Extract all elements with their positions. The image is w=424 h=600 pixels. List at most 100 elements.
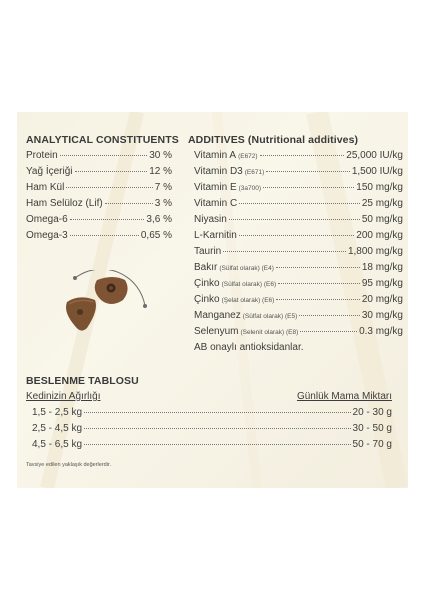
analytical-row: Omega-6 3,6 % xyxy=(26,214,172,228)
constituent-value: 0,65 % xyxy=(140,230,172,241)
feeding-row: 2,5 - 4,5 kg 30 - 50 g xyxy=(32,423,392,437)
additive-value: 1,800 mg/kg xyxy=(347,246,403,257)
additive-value: 25,000 IU/kg xyxy=(346,150,403,161)
additive-row: Vitamin C 25 mg/kg xyxy=(194,198,403,212)
constituent-name: Ham Kül xyxy=(26,182,65,193)
additive-name: Vitamin C xyxy=(194,198,238,209)
analytical-row: Ham Selüloz (Lif) 3 % xyxy=(26,198,172,212)
daily-amount: 20 - 30 g xyxy=(352,407,392,418)
kibble-illustration-icon xyxy=(66,270,147,331)
additive-note: (Sülfat olarak) (E6) xyxy=(221,281,277,288)
additive-name: L-Karnitin xyxy=(194,230,237,241)
additive-value: 150 mg/kg xyxy=(356,182,403,193)
dot-leader xyxy=(300,331,358,332)
cat-weight: 4,5 - 6,5 kg xyxy=(32,439,83,450)
constituent-name: Ham Selüloz (Lif) xyxy=(26,198,103,209)
dot-leader xyxy=(104,203,153,204)
cat-weight: 2,5 - 4,5 kg xyxy=(32,423,83,434)
constituent-name: Yağ İçeriği xyxy=(26,166,73,177)
analytical-row: Protein 30 % xyxy=(26,150,172,164)
dot-leader xyxy=(84,428,351,429)
analytical-row: Yağ İçeriği 12 % xyxy=(26,166,172,180)
antioxidant-note: AB onaylı antioksidanlar. xyxy=(194,342,304,353)
additive-name: Taurin xyxy=(194,246,222,257)
additive-note: (Selenit olarak) (E8) xyxy=(240,329,299,336)
dot-leader xyxy=(59,155,148,156)
additives-heading: ADDITIVES (Nutritional additives) xyxy=(188,134,359,146)
dot-leader xyxy=(259,155,345,156)
additive-name: Çinko xyxy=(194,278,220,289)
dot-leader xyxy=(74,171,148,172)
feeding-heading: BESLENME TABLOSU xyxy=(26,375,139,387)
dot-leader xyxy=(278,283,360,284)
additive-name: Vitamin E xyxy=(194,182,237,193)
additive-name: Niyasin xyxy=(194,214,227,225)
dot-leader xyxy=(263,187,355,188)
additive-row: Vitamin E (3a700) 150 mg/kg xyxy=(194,182,403,196)
constituent-value: 3 % xyxy=(154,198,172,209)
constituent-value: 7 % xyxy=(154,182,172,193)
additive-value: 30 mg/kg xyxy=(361,310,403,321)
additive-note: (3a700) xyxy=(238,185,262,192)
dot-leader xyxy=(266,171,350,172)
feeding-footnote: Tavsiye edilen yaklaşık değerlerdir. xyxy=(26,462,111,468)
additive-row: Çinko (Sülfat olarak) (E6) 95 mg/kg xyxy=(194,278,403,292)
dot-leader xyxy=(84,412,351,413)
dot-leader xyxy=(239,203,360,204)
additive-name: Vitamin D3 xyxy=(194,166,243,177)
daily-amount: 50 - 70 g xyxy=(352,439,392,450)
dot-leader xyxy=(223,251,346,252)
additive-value: 18 mg/kg xyxy=(361,262,403,273)
additive-value: 200 mg/kg xyxy=(356,230,403,241)
additive-name: Vitamin A xyxy=(194,150,237,161)
dot-leader xyxy=(299,315,360,316)
amount-column-header: Günlük Mama Miktarı xyxy=(296,391,392,402)
constituent-name: Omega-3 xyxy=(26,230,68,241)
additive-value: 95 mg/kg xyxy=(361,278,403,289)
constituent-name: Protein xyxy=(26,150,58,161)
additive-name: Selenyum xyxy=(194,326,239,337)
additive-name: Çinko xyxy=(194,294,220,305)
dot-leader xyxy=(66,187,153,188)
additive-row: Niyasin 50 mg/kg xyxy=(194,214,403,228)
additive-row: Çinko (Şelat olarak) (E6) 20 mg/kg xyxy=(194,294,403,308)
additive-value: 50 mg/kg xyxy=(361,214,403,225)
nutrition-panel: ANALYTICAL CONSTITUENTS Protein 30 % Yağ… xyxy=(17,112,408,488)
feeding-row: 4,5 - 6,5 kg 50 - 70 g xyxy=(32,439,392,453)
dot-leader xyxy=(84,444,351,445)
constituent-value: 12 % xyxy=(149,166,172,177)
dot-leader xyxy=(69,219,145,220)
dot-leader xyxy=(238,235,355,236)
cat-weight: 1,5 - 2,5 kg xyxy=(32,407,83,418)
analytical-row: Omega-3 0,65 % xyxy=(26,230,172,244)
constituent-value: 3,6 % xyxy=(146,214,172,225)
dot-leader xyxy=(275,267,360,268)
additive-row: Manganez (Sülfat olarak) (E5) 30 mg/kg xyxy=(194,310,403,324)
additive-note: (E672) xyxy=(238,153,258,160)
additive-value: 20 mg/kg xyxy=(361,294,403,305)
additive-row: Vitamin A (E672) 25,000 IU/kg xyxy=(194,150,403,164)
additive-note: (Sülfat olarak) (E5) xyxy=(242,313,298,320)
additive-value: 25 mg/kg xyxy=(361,198,403,209)
additive-value: 0.3 mg/kg xyxy=(359,326,403,337)
additive-name: Manganez xyxy=(194,310,241,321)
analytical-heading: ANALYTICAL CONSTITUENTS xyxy=(26,134,179,146)
additive-value: 1,500 IU/kg xyxy=(351,166,403,177)
dot-leader xyxy=(276,299,360,300)
dot-leader xyxy=(69,235,139,236)
constituent-value: 30 % xyxy=(149,150,172,161)
additive-note: (Şelat olarak) (E6) xyxy=(221,297,275,304)
additive-row: L-Karnitin 200 mg/kg xyxy=(194,230,403,244)
additive-row: Taurin 1,800 mg/kg xyxy=(194,246,403,260)
additive-row: Selenyum (Selenit olarak) (E8) 0.3 mg/kg xyxy=(194,326,403,340)
additive-row: Vitamin D3 (E671) 1,500 IU/kg xyxy=(194,166,403,180)
feeding-row: 1,5 - 2,5 kg 20 - 30 g xyxy=(32,407,392,421)
additive-note: (Sülfat olarak) (E4) xyxy=(219,265,274,272)
additive-row: Bakır (Sülfat olarak) (E4) 18 mg/kg xyxy=(194,262,403,276)
constituent-name: Omega-6 xyxy=(26,214,68,225)
weight-column-header: Kedinizin Ağırlığı xyxy=(26,391,101,402)
analytical-row: Ham Kül 7 % xyxy=(26,182,172,196)
daily-amount: 30 - 50 g xyxy=(352,423,392,434)
additive-note: (E671) xyxy=(244,169,265,176)
additive-name: Bakır xyxy=(194,262,218,273)
